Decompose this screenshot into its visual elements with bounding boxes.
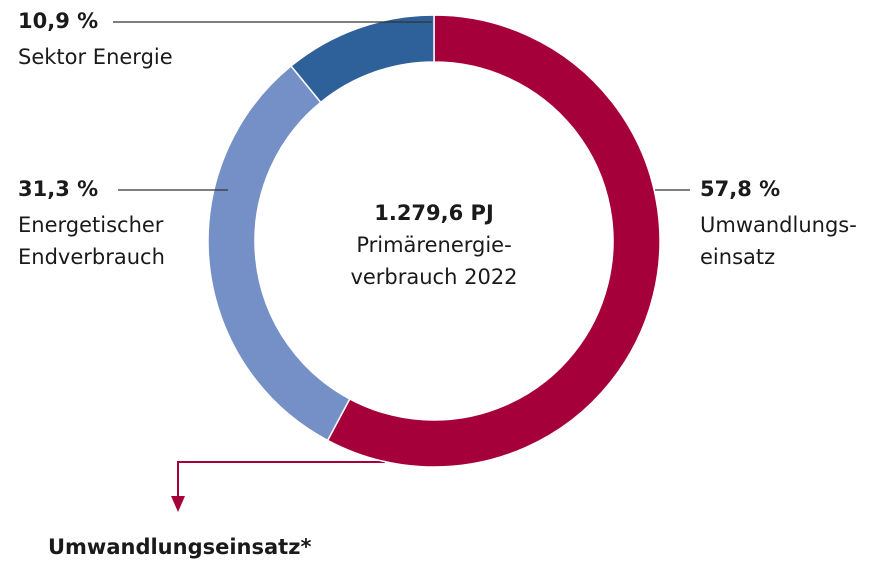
value-label: 31,3 % (18, 177, 98, 201)
category-label: einsatz (700, 245, 775, 269)
donut-segment (289, 14, 435, 104)
footnote: Umwandlungseinsatz* (48, 535, 311, 559)
donut-segment (207, 64, 351, 442)
donut-segment (326, 14, 661, 468)
category-label: Energetischer (18, 213, 164, 237)
category-label: Sektor Energie (18, 45, 173, 69)
center-label: verbrauch 2022 (350, 265, 517, 289)
arrow-line (177, 461, 385, 498)
value-label: 10,9 % (18, 9, 98, 33)
arrow-head (171, 496, 185, 512)
value-label: 57,8 % (700, 177, 780, 201)
category-label: Umwandlungs- (700, 213, 857, 237)
category-label: Endverbrauch (18, 245, 165, 269)
center-value: 1.279,6 PJ (374, 201, 494, 225)
center-label: Primärenergie- (356, 233, 511, 257)
